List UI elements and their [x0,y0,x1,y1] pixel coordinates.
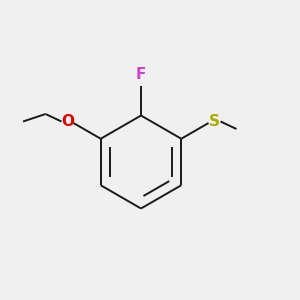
Text: O: O [61,114,75,129]
Text: F: F [136,67,146,82]
Text: S: S [208,114,219,129]
